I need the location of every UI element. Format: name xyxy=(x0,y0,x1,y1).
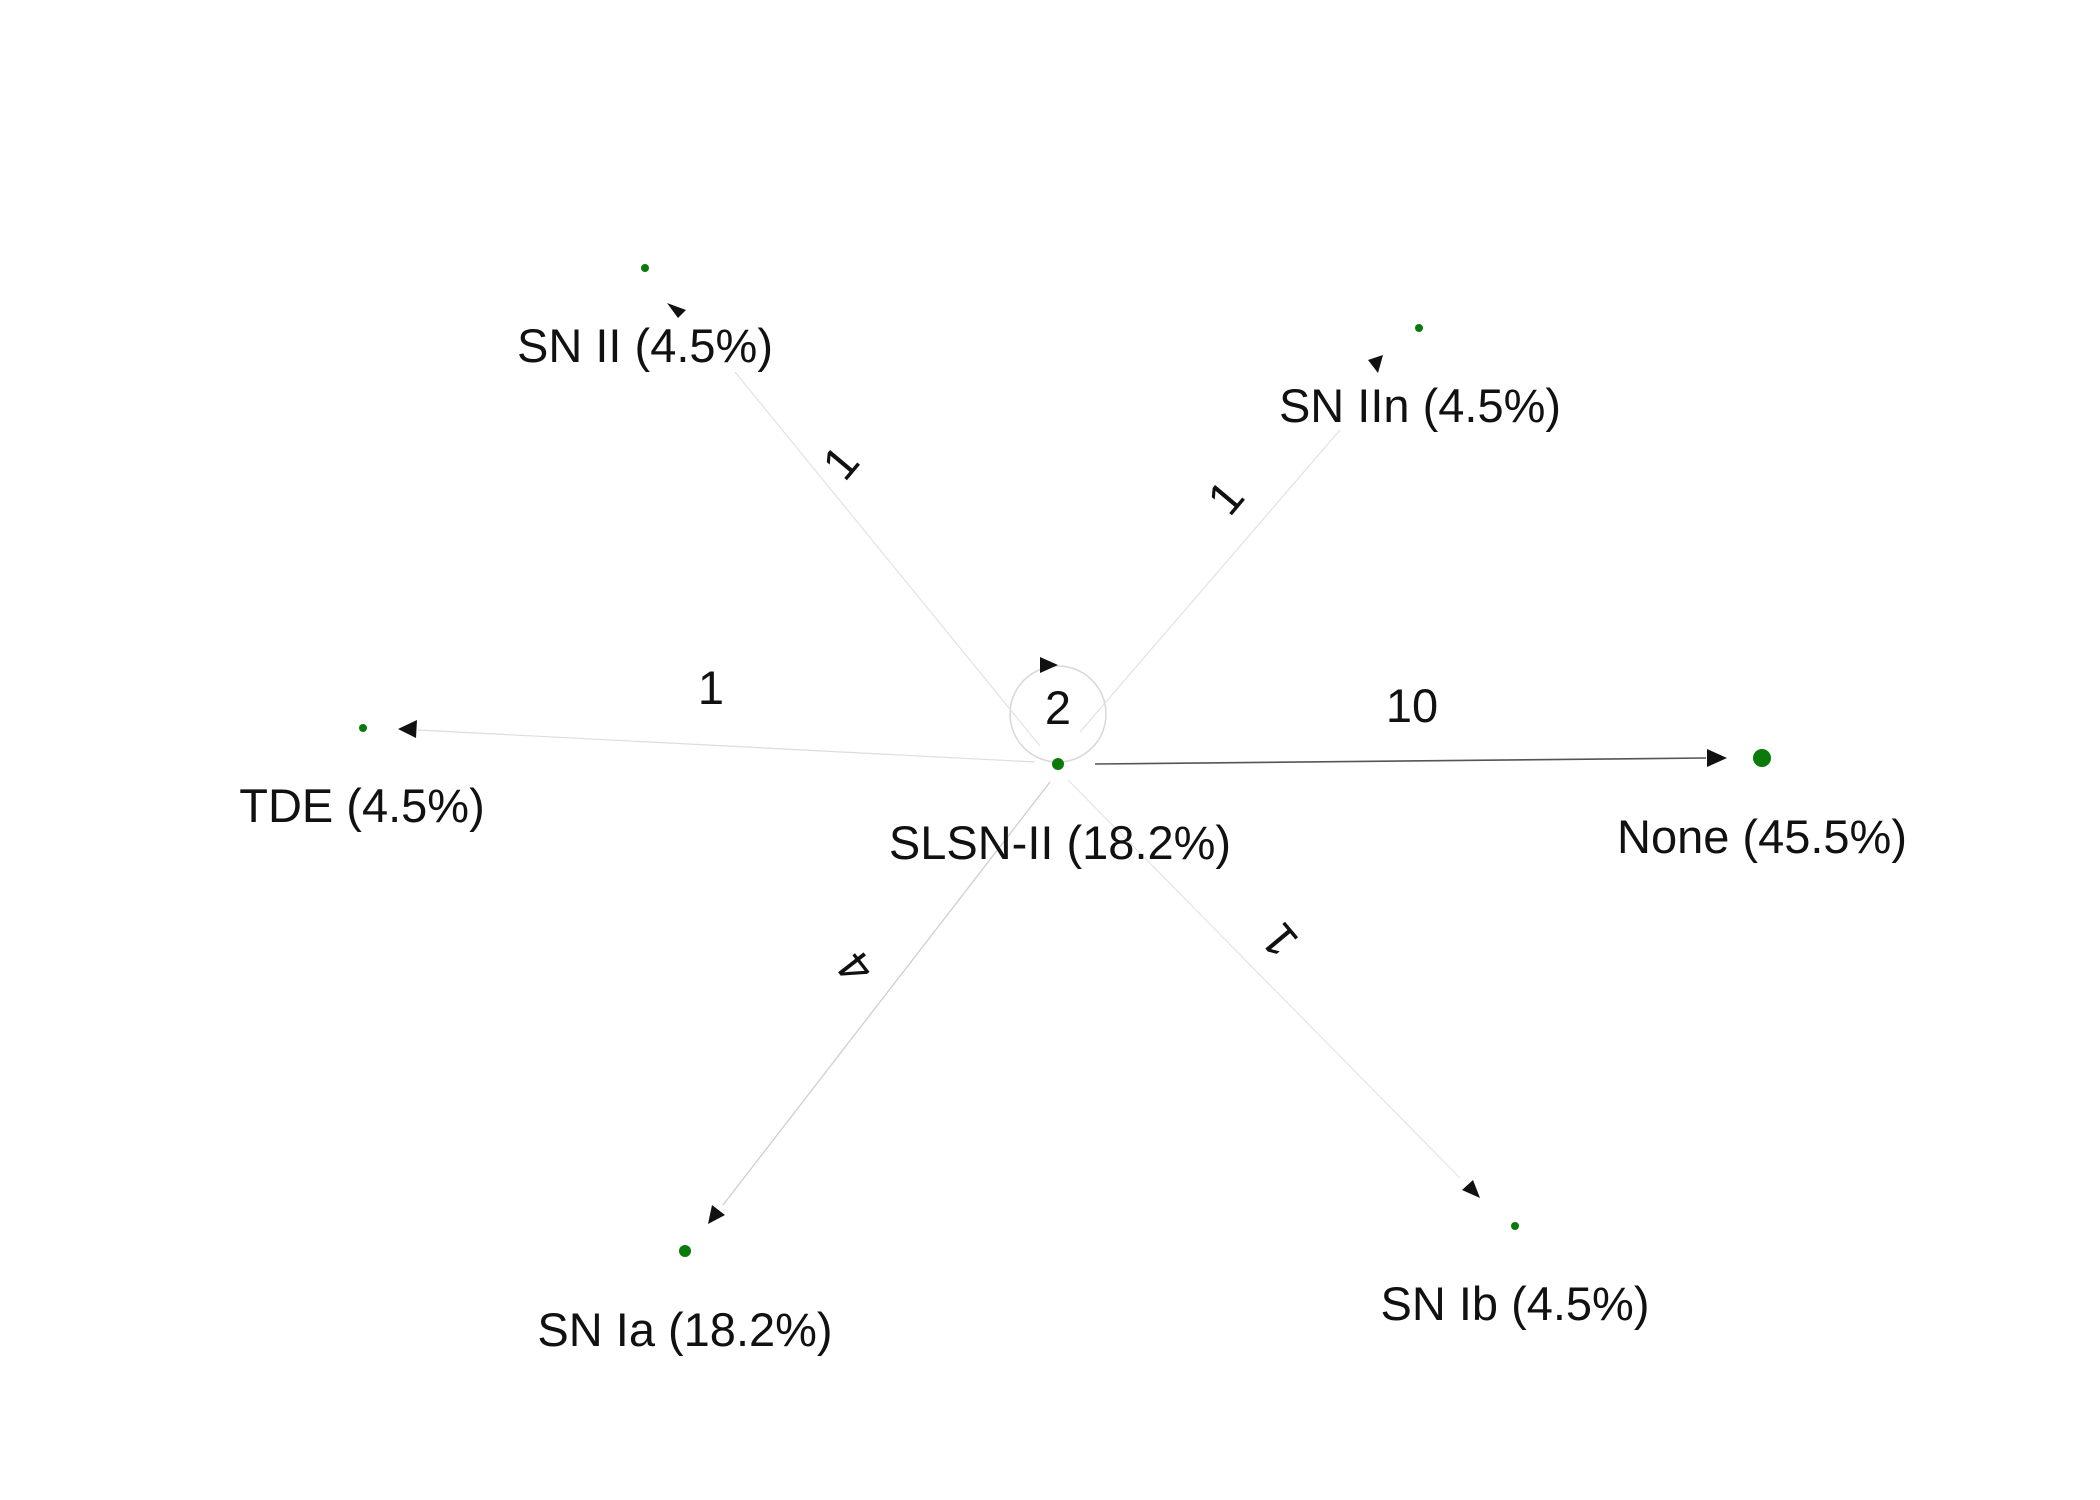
node-sn1a[interactable]: SN Ia (18.2%) xyxy=(537,1245,833,1356)
node-sn1b[interactable]: SN Ib (4.5%) xyxy=(1380,1222,1650,1330)
node-label: SN Ib (4.5%) xyxy=(1380,1277,1649,1330)
node-label: SN II (4.5%) xyxy=(517,319,773,372)
node-sn2n[interactable]: SN IIn (4.5%) xyxy=(1279,324,1561,432)
node-dot xyxy=(641,264,649,272)
edge-line xyxy=(1094,757,1707,765)
node-label: SN IIn (4.5%) xyxy=(1279,379,1561,432)
node-dot xyxy=(679,1245,691,1257)
edge-slsn2-none: 10 xyxy=(1094,679,1727,767)
node-none[interactable]: None (45.5%) xyxy=(1617,749,1907,863)
arrowhead xyxy=(1368,355,1383,373)
node-dot xyxy=(359,724,367,732)
edge-line xyxy=(417,729,1036,763)
node-label: None (45.5%) xyxy=(1617,810,1907,863)
node-dot xyxy=(1052,758,1064,770)
node-label: TDE (4.5%) xyxy=(239,779,485,832)
edge-weight-label: 10 xyxy=(1386,679,1438,732)
nodes: SLSN-II (18.2%) None (45.5%) TDE (4.5%) … xyxy=(239,264,1907,1356)
arrowhead xyxy=(398,720,417,738)
edge-weight-label: 1 xyxy=(812,435,869,489)
node-dot xyxy=(1511,1222,1519,1230)
edge-line xyxy=(722,781,1051,1206)
edge-line xyxy=(734,371,1041,747)
edge-weight-label: 1 xyxy=(698,661,724,714)
arrowhead xyxy=(1707,749,1727,767)
node-slsn2[interactable]: SLSN-II (18.2%) xyxy=(889,758,1231,869)
edge-slsn2-slsn2: 2 xyxy=(1009,657,1107,763)
arrowhead xyxy=(667,303,686,318)
node-dot xyxy=(1753,749,1771,767)
node-sn2[interactable]: SN II (4.5%) xyxy=(517,264,773,372)
edge-line xyxy=(1079,429,1341,733)
edge-weight-label: 1 xyxy=(1197,470,1254,524)
node-dot xyxy=(1415,324,1423,332)
node-label: SN Ia (18.2%) xyxy=(537,1303,832,1356)
node-tde[interactable]: TDE (4.5%) xyxy=(239,724,485,832)
edge-weight-label: 2 xyxy=(1045,681,1071,734)
edge-line xyxy=(1067,779,1461,1179)
edge-weight-label: 1 xyxy=(1251,914,1308,968)
node-label: SLSN-II (18.2%) xyxy=(889,816,1231,869)
edge-slsn2-tde: 1 xyxy=(398,661,1036,763)
arrowhead xyxy=(708,1205,725,1224)
arrowhead xyxy=(1040,657,1058,673)
arrowhead xyxy=(1462,1180,1480,1198)
edge-weight-label: 4 xyxy=(826,942,884,995)
